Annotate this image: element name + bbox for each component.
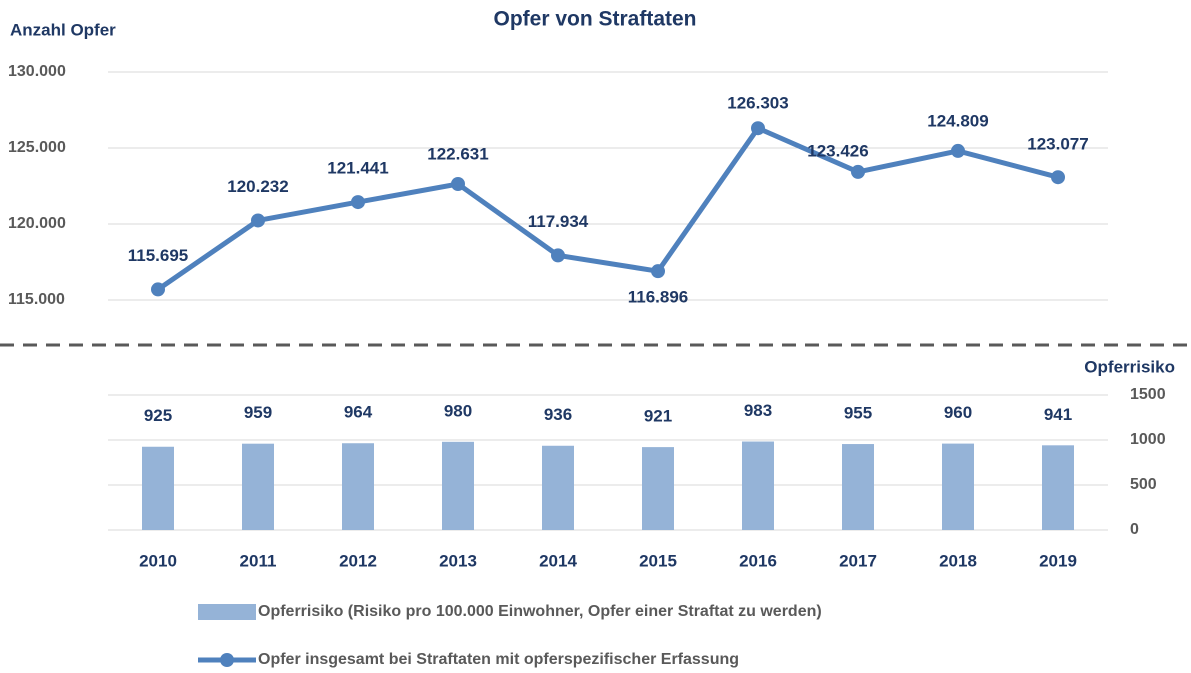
y-axis-title: Opferrisiko [1084,357,1175,376]
data-label: 983 [744,401,772,420]
marker [451,177,465,192]
y-tick-label: 0 [1130,521,1139,538]
legend-label: Opferrisiko (Risiko pro 100.000 Einwohne… [258,603,822,620]
x-tick-label: 2016 [739,551,777,570]
y-tick-label: 115.000 [8,291,65,308]
legend-swatch [198,604,256,620]
marker [351,195,365,210]
data-label: 124.809 [927,111,988,130]
y-tick-label: 1500 [1130,386,1166,403]
x-tick-label: 2019 [1039,551,1077,570]
legend-swatch [220,653,234,667]
data-label: 959 [244,403,272,422]
marker [851,164,865,179]
y-tick-label: 130.000 [8,63,66,80]
x-tick-label: 2014 [539,551,577,570]
marker [251,213,265,228]
x-tick-label: 2018 [939,551,977,570]
data-label: 123.077 [1027,135,1088,154]
y-tick-label: 1000 [1130,431,1166,448]
data-label: 955 [844,404,872,423]
x-tick-label: 2013 [439,551,477,570]
legend-label: Opfer insgesamt bei Straftaten mit opfer… [258,651,739,668]
x-tick-label: 2012 [339,551,377,570]
chart-title: Opfer von Straftaten [493,8,696,31]
marker [651,264,665,279]
data-label: 120.232 [227,177,288,196]
data-label: 115.695 [128,246,189,265]
y-tick-label: 500 [1130,476,1157,493]
marker [551,248,565,263]
x-tick-label: 2017 [839,551,877,570]
x-tick-label: 2011 [240,551,277,570]
data-label: 116.896 [628,288,689,307]
data-label: 960 [944,403,972,422]
data-label: 121.441 [327,159,388,178]
marker [951,143,965,158]
x-tick-label: 2010 [139,551,177,570]
bar [142,446,174,530]
y-axis-title: Anzahl Opfer [10,20,116,39]
bar [242,443,274,530]
x-tick-label: 2015 [639,551,677,570]
data-label: 980 [444,401,472,420]
data-label: 123.426 [807,141,868,160]
marker [1051,170,1065,185]
data-label: 936 [544,405,572,424]
line [156,125,1059,292]
marker [751,121,765,136]
marker [151,282,165,297]
bar [842,444,874,530]
data-label: 925 [144,406,172,425]
bar [342,443,374,530]
data-label: 964 [344,403,373,422]
data-label: 117.934 [528,212,589,231]
bar [1042,445,1074,530]
bar [742,441,774,530]
data-label: 941 [1044,405,1072,424]
y-tick-label: 120.000 [8,215,66,232]
data-label: 126.303 [727,94,788,113]
bar [642,447,674,530]
bar [542,445,574,530]
bar [442,441,474,530]
data-label: 921 [644,407,672,426]
data-label: 122.631 [427,144,488,163]
y-tick-label: 125.000 [8,139,66,156]
bar [942,443,974,530]
